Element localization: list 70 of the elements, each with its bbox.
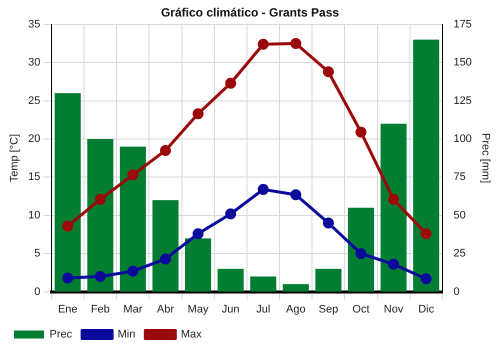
bar xyxy=(413,40,440,292)
y2-tick-label: 125 xyxy=(453,94,472,107)
x-tick-label: Sep xyxy=(318,303,338,316)
y-tick-label: 5 xyxy=(34,248,40,260)
legend-label: Prec xyxy=(50,328,73,341)
x-tick-label: Ago xyxy=(286,303,306,316)
bar xyxy=(54,93,81,292)
y-tick-label: 20 xyxy=(28,133,40,146)
y2-tick-label: 150 xyxy=(453,56,472,69)
legend-label: Max xyxy=(180,328,202,341)
y-tick-label: 0 xyxy=(34,286,40,298)
bar xyxy=(120,146,146,292)
point xyxy=(160,144,171,156)
legend-label: Min xyxy=(118,328,136,341)
x-tick-label: Nov xyxy=(384,303,404,316)
y2-tick-label: 0 xyxy=(453,286,460,298)
point xyxy=(322,218,334,229)
y-axis-title: Temp [°C] xyxy=(8,134,21,182)
point xyxy=(62,272,74,284)
bar xyxy=(218,268,244,292)
x-tick-label: Abr xyxy=(156,303,174,316)
point xyxy=(225,78,236,89)
point xyxy=(258,38,269,50)
y2-tick-label: 75 xyxy=(453,171,466,184)
point xyxy=(62,220,74,232)
bar xyxy=(282,284,309,292)
point xyxy=(127,266,138,277)
chart-title: Gráfico climático - Grants Pass xyxy=(160,6,340,20)
bar xyxy=(152,200,179,292)
x-tick-label: Mar xyxy=(123,303,143,316)
x-tick-label: Ene xyxy=(58,303,78,316)
bar xyxy=(185,238,212,292)
y2-tick-label: 25 xyxy=(453,248,466,260)
x-tick-label: Feb xyxy=(90,303,110,316)
point xyxy=(192,108,204,120)
y2-tick-label: 100 xyxy=(453,133,472,146)
bar xyxy=(380,124,407,292)
bar xyxy=(250,276,276,292)
bar xyxy=(315,268,342,292)
point xyxy=(420,228,432,240)
point xyxy=(355,126,366,138)
point xyxy=(192,228,204,240)
point xyxy=(225,208,236,220)
point xyxy=(290,38,302,49)
point xyxy=(388,258,400,270)
y2-axis-title: Prec [mm] xyxy=(479,133,492,184)
point xyxy=(94,194,106,205)
bar xyxy=(348,208,374,292)
x-tick-label: Jul xyxy=(256,303,270,316)
y-tick-label: 25 xyxy=(28,94,40,107)
point xyxy=(388,194,400,205)
x-tick-label: Dic xyxy=(418,303,435,316)
x-tick-label: Oct xyxy=(352,303,370,316)
point xyxy=(420,273,432,284)
y-tick-label: 35 xyxy=(28,18,40,30)
y-tick-label: 10 xyxy=(28,209,40,222)
bar xyxy=(87,139,114,292)
point xyxy=(160,253,171,264)
y-tick-label: 15 xyxy=(28,171,40,184)
point xyxy=(258,184,269,195)
y-tick-label: 30 xyxy=(28,56,40,69)
point xyxy=(290,189,302,200)
x-tick-label: Jun xyxy=(222,303,240,316)
point xyxy=(322,66,334,78)
point xyxy=(127,169,138,180)
point xyxy=(355,248,366,260)
x-tick-label: May xyxy=(188,303,209,316)
y2-tick-label: 50 xyxy=(453,209,466,222)
y2-tick-label: 175 xyxy=(453,18,472,30)
point xyxy=(94,271,106,282)
